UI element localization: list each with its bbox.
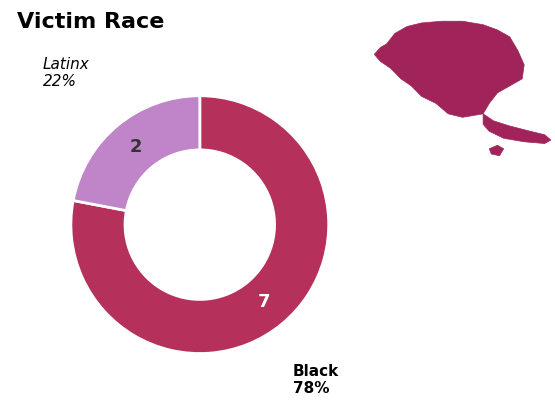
Polygon shape bbox=[490, 145, 504, 156]
Text: Latinx
22%: Latinx 22% bbox=[43, 57, 89, 89]
Text: 7: 7 bbox=[258, 293, 270, 311]
Text: Victim Race: Victim Race bbox=[17, 12, 164, 32]
Polygon shape bbox=[483, 114, 551, 144]
Wedge shape bbox=[71, 96, 329, 354]
Wedge shape bbox=[73, 96, 200, 210]
Polygon shape bbox=[374, 21, 524, 117]
Text: 2: 2 bbox=[129, 138, 142, 156]
Text: Black
78%: Black 78% bbox=[292, 364, 339, 396]
